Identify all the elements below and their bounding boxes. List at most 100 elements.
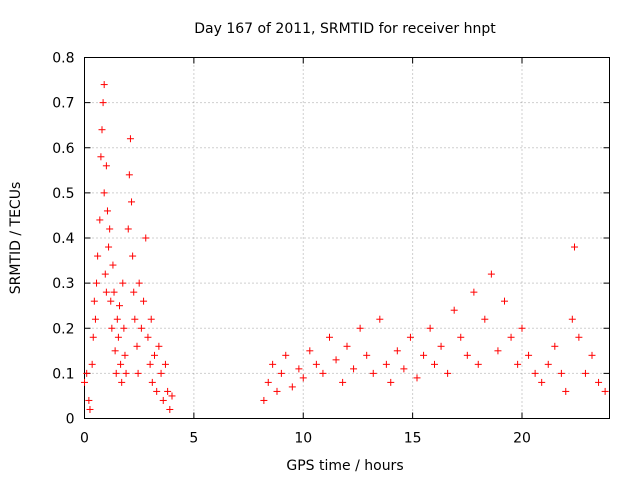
data-point xyxy=(168,392,176,400)
data-point xyxy=(99,99,107,107)
data-point xyxy=(568,315,576,323)
data-point xyxy=(126,135,134,143)
data-point xyxy=(147,315,155,323)
data-point xyxy=(85,396,93,404)
data-point xyxy=(562,387,570,395)
y-tick-label: 0.3 xyxy=(52,276,74,292)
data-point xyxy=(557,369,565,377)
data-point xyxy=(144,333,152,341)
data-point xyxy=(125,171,133,179)
data-point xyxy=(457,333,465,341)
y-tick-label: 0.4 xyxy=(52,231,74,247)
data-point xyxy=(406,333,414,341)
data-point xyxy=(100,189,108,197)
data-point xyxy=(135,279,143,287)
data-point xyxy=(260,396,268,404)
data-point xyxy=(81,378,88,386)
data-point xyxy=(350,365,358,373)
data-point xyxy=(102,288,110,296)
data-point xyxy=(269,360,277,368)
data-point xyxy=(116,302,123,310)
data-point xyxy=(369,369,377,377)
data-point xyxy=(363,351,371,359)
data-point xyxy=(155,342,163,350)
data-point xyxy=(444,369,452,377)
data-point xyxy=(474,360,482,368)
data-point xyxy=(581,369,589,377)
grid xyxy=(84,57,610,419)
data-point xyxy=(601,387,609,395)
data-point xyxy=(102,162,110,170)
data-point xyxy=(93,279,101,287)
data-point xyxy=(575,333,583,341)
data-point xyxy=(299,374,307,382)
data-point xyxy=(146,360,154,368)
x-tick-label: 10 xyxy=(294,431,312,447)
data-point xyxy=(134,369,142,377)
data-point xyxy=(91,315,99,323)
y-tick-label: 0.7 xyxy=(52,96,74,112)
data-point xyxy=(426,324,434,332)
data-point xyxy=(538,378,546,386)
data-point xyxy=(164,387,172,395)
data-point xyxy=(86,405,94,413)
x-tick-label: 20 xyxy=(513,431,531,447)
data-points xyxy=(81,81,609,413)
data-point xyxy=(544,360,552,368)
data-point xyxy=(151,351,158,359)
y-tick-label: 0.2 xyxy=(52,321,74,337)
data-point xyxy=(551,342,559,350)
data-point xyxy=(306,347,314,355)
data-point xyxy=(128,198,136,206)
data-point xyxy=(277,369,285,377)
data-point xyxy=(400,365,408,373)
data-point xyxy=(264,378,272,386)
y-tick-label: 0 xyxy=(66,412,75,428)
data-point xyxy=(140,297,148,305)
data-point xyxy=(450,306,458,314)
data-point xyxy=(376,315,384,323)
data-point xyxy=(420,351,428,359)
data-point xyxy=(393,347,401,355)
data-point xyxy=(111,347,119,355)
data-point xyxy=(282,351,290,359)
data-point xyxy=(157,369,165,377)
chart-title: Day 167 of 2011, SRMTID for receiver hnp… xyxy=(194,21,496,37)
data-point xyxy=(514,360,522,368)
data-point xyxy=(312,360,320,368)
data-point xyxy=(356,324,364,332)
data-point xyxy=(113,315,121,323)
data-point xyxy=(83,369,91,377)
data-point xyxy=(531,369,539,377)
data-point xyxy=(109,261,117,269)
data-point xyxy=(94,252,102,260)
y-tick-label: 0.5 xyxy=(52,186,74,202)
data-point xyxy=(142,234,150,242)
data-point xyxy=(273,387,281,395)
data-point xyxy=(501,297,508,305)
data-point xyxy=(339,378,347,386)
data-point xyxy=(137,324,145,332)
data-point xyxy=(463,351,471,359)
data-point xyxy=(326,333,333,341)
data-point xyxy=(114,333,122,341)
x-tick-labels: 0 5 10 15 20 xyxy=(80,431,531,447)
data-point xyxy=(129,252,137,260)
data-point xyxy=(100,81,108,89)
data-point xyxy=(108,324,116,332)
data-point xyxy=(518,324,526,332)
data-point xyxy=(130,288,138,296)
y-tick-label: 0.1 xyxy=(52,366,74,382)
x-tick-label: 5 xyxy=(189,431,198,447)
data-point xyxy=(413,374,421,382)
data-point xyxy=(571,243,578,251)
data-point xyxy=(159,396,167,404)
data-point xyxy=(133,342,141,350)
data-point xyxy=(153,387,161,395)
data-point xyxy=(487,270,495,278)
data-point xyxy=(161,360,169,368)
data-point xyxy=(117,360,125,368)
data-point xyxy=(166,405,174,413)
data-point xyxy=(332,356,340,364)
